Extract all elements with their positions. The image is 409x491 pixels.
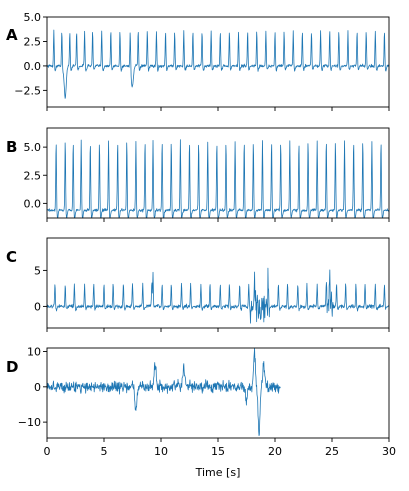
y-tick-label-a: −2.5: [14, 84, 41, 97]
y-tick-label-a: 0.0: [24, 60, 42, 73]
panel-letter-a: A: [6, 26, 18, 44]
y-tick-label-b: 0.0: [24, 197, 42, 210]
panel-c: 05: [34, 237, 390, 332]
panel-letter-d: D: [6, 358, 18, 376]
x-tick-label-d: 0: [44, 445, 51, 458]
y-tick-label-b: 5.0: [24, 141, 42, 154]
x-tick-label-d: 25: [325, 445, 339, 458]
x-axis-label: Time [s]: [195, 466, 241, 479]
y-tick-label-d: 10: [27, 346, 41, 359]
y-tick-label-a: 2.5: [24, 35, 42, 48]
y-tick-label-d: 0: [34, 381, 41, 394]
y-tick-label-a: 5.0: [24, 11, 42, 24]
trace-line-a: [46, 29, 390, 99]
y-tick-label-c: 5: [34, 264, 41, 277]
panel-letter-b: B: [6, 138, 17, 156]
trace-line-c: [46, 267, 390, 324]
x-tick-label-d: 15: [211, 445, 225, 458]
y-tick-label-b: 2.5: [24, 169, 42, 182]
axes-frame-c: [46, 237, 390, 329]
x-tick-label-d: 5: [101, 445, 108, 458]
trace-line-b: [46, 139, 390, 219]
axes-frame-d: [46, 347, 390, 439]
panel-letter-c: C: [6, 248, 17, 266]
y-tick-label-d: −10: [18, 416, 41, 429]
y-tick-label-c: 0: [34, 300, 41, 313]
panel-a: −2.5 0.0 2.5 5.0: [14, 11, 390, 111]
x-tick-label-d: 10: [154, 445, 168, 458]
x-tick-label-d: 20: [268, 445, 282, 458]
panel-b: 0.0 2.5 5.0: [24, 127, 390, 222]
trace-line-d: [46, 347, 281, 437]
x-tick-label-d: 30: [382, 445, 396, 458]
panel-d: −10 0 10 0 5 10 15 20 25 30: [18, 346, 396, 458]
